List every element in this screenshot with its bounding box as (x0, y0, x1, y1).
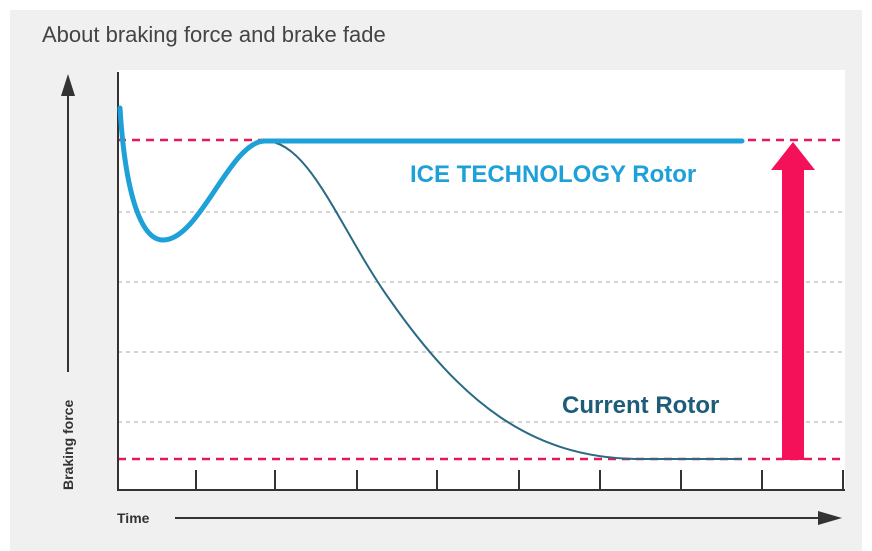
y-label: Braking force (60, 400, 76, 490)
ice-curve (117, 105, 745, 243)
current-label: Current Rotor (562, 392, 719, 419)
x-label: Time (117, 510, 150, 526)
title: About braking force and brake fade (42, 22, 386, 47)
x-arrow (175, 511, 842, 525)
ice-label: ICE TECHNOLOGY Rotor (410, 161, 696, 188)
current-curve (264, 140, 742, 460)
guide-lines (118, 211, 845, 423)
gain-arrow (771, 142, 815, 460)
y-arrow (61, 74, 75, 372)
plot-area (118, 70, 845, 490)
axes (117, 72, 845, 491)
